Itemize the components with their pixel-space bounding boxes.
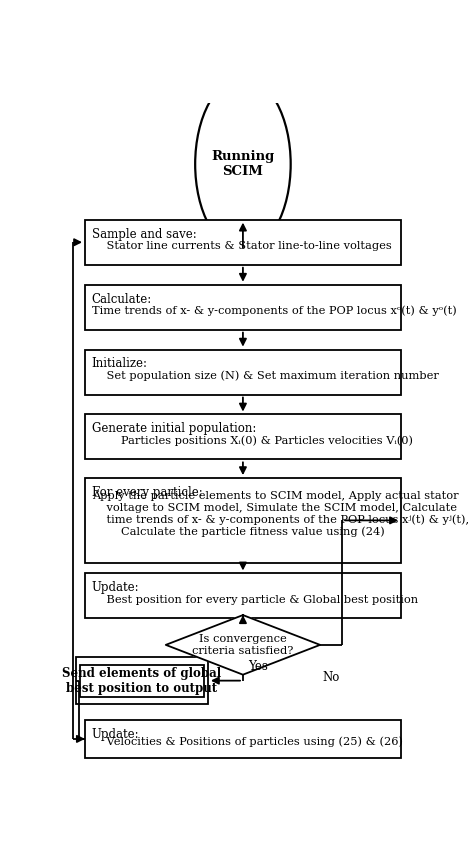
Text: Particles positions Xᵢ(0) & Particles velocities Vᵢ(0): Particles positions Xᵢ(0) & Particles ve…	[92, 435, 413, 446]
Text: Calculate:: Calculate:	[91, 292, 152, 305]
FancyBboxPatch shape	[85, 574, 401, 618]
FancyBboxPatch shape	[85, 285, 401, 329]
FancyBboxPatch shape	[76, 657, 208, 704]
Text: Is convergence
criteria satisfied?: Is convergence criteria satisfied?	[192, 634, 293, 655]
Text: Send elements of global
best position to output: Send elements of global best position to…	[63, 666, 221, 695]
Text: Apply the particle elements to SCIM model, Apply actual stator
    voltage to SC: Apply the particle elements to SCIM mode…	[92, 491, 469, 538]
Text: Time trends of x- & y-components of the POP locus xᵒ(t) & yᵒ(t): Time trends of x- & y-components of the …	[92, 305, 457, 316]
FancyBboxPatch shape	[85, 720, 401, 759]
Text: Generate initial population:: Generate initial population:	[91, 422, 256, 435]
Text: Yes: Yes	[248, 660, 268, 673]
Text: Initialize:: Initialize:	[91, 358, 147, 371]
Text: Running
SCIM: Running SCIM	[211, 150, 274, 178]
FancyBboxPatch shape	[85, 220, 401, 265]
Text: Best position for every particle & Global best position: Best position for every particle & Globa…	[92, 595, 419, 605]
FancyBboxPatch shape	[85, 349, 401, 395]
Text: Velocities & Positions of particles using (25) & (26): Velocities & Positions of particles usin…	[92, 736, 403, 746]
Text: Sample and save:: Sample and save:	[91, 228, 196, 241]
FancyBboxPatch shape	[80, 665, 204, 697]
Text: Stator line currents & Stator line-to-line voltages: Stator line currents & Stator line-to-li…	[92, 242, 392, 251]
Polygon shape	[166, 615, 320, 675]
Text: For every particle:: For every particle:	[91, 486, 202, 499]
Text: Update:: Update:	[91, 581, 139, 594]
Text: Update:: Update:	[91, 728, 139, 740]
FancyBboxPatch shape	[85, 478, 401, 562]
FancyBboxPatch shape	[85, 415, 401, 459]
Text: No: No	[323, 672, 340, 685]
Text: Set population size (N) & Set maximum iteration number: Set population size (N) & Set maximum it…	[92, 371, 439, 381]
